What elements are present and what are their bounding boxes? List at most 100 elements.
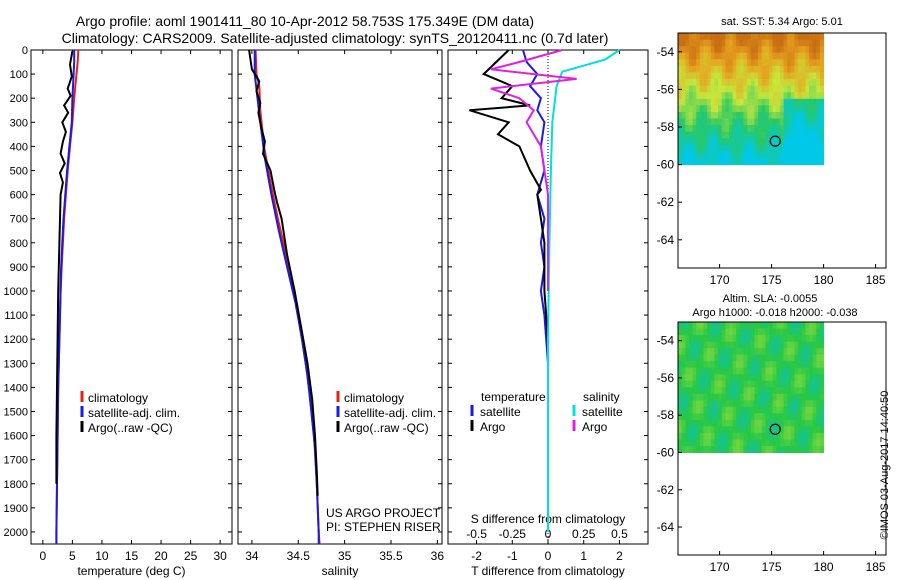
- heatmap-cell: [732, 374, 737, 382]
- heatmap-cell: [779, 98, 784, 106]
- heatmap-cell: [761, 138, 766, 146]
- heatmap-cell: [787, 158, 792, 166]
- heatmap-cell: [794, 387, 799, 395]
- heatmap-cell: [754, 361, 759, 369]
- heatmap-cell: [736, 118, 741, 126]
- heatmap-cell: [725, 46, 730, 54]
- heatmap-cell: [681, 39, 686, 47]
- heatmap-cell: [783, 432, 788, 440]
- heatmap-cell: [776, 118, 781, 126]
- heatmap-cell: [816, 85, 821, 93]
- heatmap-cell: [696, 361, 701, 369]
- heatmap-cell: [732, 393, 737, 401]
- heatmap-cell: [678, 65, 683, 73]
- heatmap-cell: [736, 328, 741, 336]
- heatmap-cell: [805, 322, 810, 329]
- heatmap-cell: [790, 387, 795, 395]
- heatmap-cell: [729, 105, 734, 113]
- heatmap-cell: [710, 118, 715, 126]
- heatmap-cell: [725, 413, 730, 421]
- heatmap-cell: [703, 374, 708, 382]
- heatmap-cell: [688, 144, 693, 152]
- heatmap-cell: [816, 322, 821, 329]
- heatmap-cell: [696, 65, 701, 73]
- heatmap-cell: [761, 393, 766, 401]
- heatmap-cell: [812, 92, 817, 100]
- heatmap-cell: [790, 367, 795, 375]
- heatmap-cell: [681, 361, 686, 369]
- y-tick-label: -60: [657, 158, 675, 172]
- heatmap-cell: [779, 354, 784, 362]
- heatmap-cell: [812, 79, 817, 87]
- heatmap-cell: [696, 33, 701, 41]
- heatmap-cell: [747, 112, 752, 120]
- heatmap-cell: [816, 400, 821, 408]
- heatmap-cell: [794, 361, 799, 369]
- heatmap-cell: [798, 432, 803, 440]
- heatmap-cell: [794, 426, 799, 434]
- heatmap-cell: [798, 105, 803, 113]
- heatmap-cell: [765, 380, 770, 388]
- heatmap-cell: [761, 322, 766, 329]
- heatmap-cell: [732, 118, 737, 126]
- heatmap-cell: [816, 151, 821, 159]
- y-tick-label: 1600: [4, 431, 28, 443]
- heatmap-cell: [758, 367, 763, 375]
- heatmap-cell: [809, 151, 814, 159]
- heatmap-cell: [685, 361, 690, 369]
- heatmap-cell: [779, 33, 784, 41]
- heatmap-cell: [678, 341, 683, 349]
- heatmap-cell: [688, 112, 693, 120]
- heatmap-cell: [703, 131, 708, 139]
- heatmap-cell: [685, 79, 690, 87]
- heatmap-cell: [769, 341, 774, 349]
- heatmap-cell: [801, 85, 806, 93]
- heatmap-cell: [816, 348, 821, 356]
- heatmap-cell: [736, 79, 741, 87]
- heatmap-cell: [820, 98, 825, 106]
- heatmap-cell: [710, 46, 715, 54]
- heatmap-cell: [798, 400, 803, 408]
- heatmap-cell: [692, 59, 697, 67]
- heatmap-cell: [790, 446, 795, 453]
- heatmap-cell: [783, 393, 788, 401]
- heatmap-cell: [776, 374, 781, 382]
- heatmap-cell: [699, 33, 704, 41]
- heatmap-cell: [696, 367, 701, 375]
- heatmap-cell: [809, 33, 814, 41]
- heatmap-cell: [732, 432, 737, 440]
- heatmap-cell: [794, 112, 799, 120]
- heatmap-cell: [699, 348, 704, 356]
- heatmap-cell: [820, 354, 825, 362]
- heatmap-cell: [718, 98, 723, 106]
- y-tick-label: 2000: [4, 527, 28, 539]
- heatmap-cell: [769, 144, 774, 152]
- heatmap-cell: [779, 125, 784, 133]
- heatmap-cell: [688, 138, 693, 146]
- heatmap-cell: [783, 328, 788, 336]
- heatmap-cell: [692, 65, 697, 73]
- heatmap-cell: [787, 348, 792, 356]
- heatmap-cell: [790, 98, 795, 106]
- heatmap-cell: [685, 439, 690, 447]
- heatmap-cell: [754, 367, 759, 375]
- heatmap-cell: [729, 387, 734, 395]
- heatmap-cell: [681, 446, 686, 453]
- heatmap-cell: [820, 85, 825, 93]
- heatmap-cell: [820, 322, 825, 329]
- heatmap-cell: [809, 426, 814, 434]
- heatmap-cell: [685, 131, 690, 139]
- heatmap-cell: [812, 361, 817, 369]
- heatmap-cell: [729, 52, 734, 60]
- heatmap-cell: [725, 374, 730, 382]
- heatmap-cell: [794, 393, 799, 401]
- heatmap-cell: [754, 59, 759, 67]
- legend-label: satellite: [582, 405, 623, 419]
- heatmap-cell: [736, 131, 741, 139]
- heatmap-cell: [681, 65, 686, 73]
- heatmap-cell: [754, 426, 759, 434]
- heatmap-cell: [685, 39, 690, 47]
- heatmap-cell: [801, 387, 806, 395]
- heatmap-cell: [678, 439, 683, 447]
